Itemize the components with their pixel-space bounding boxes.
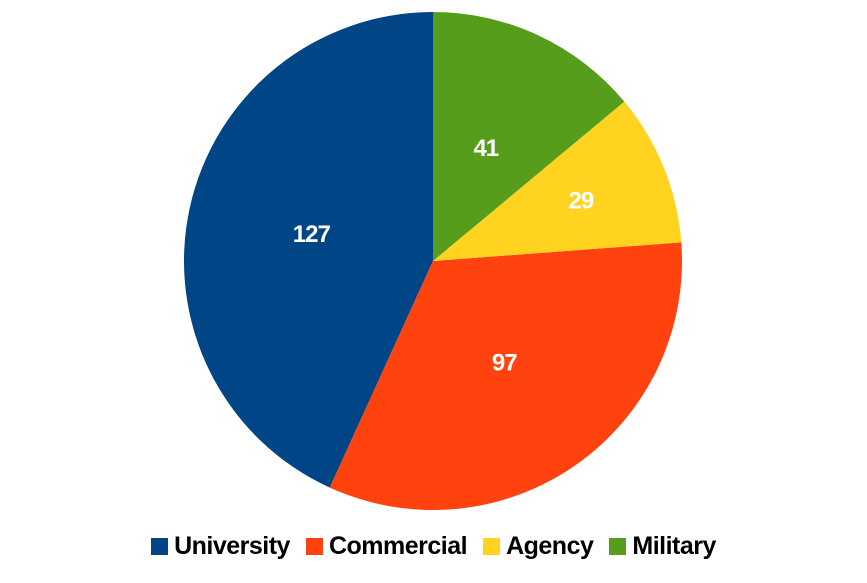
legend-item-agency: Agency (483, 531, 594, 561)
pie-slice-university (183, 12, 433, 488)
data-label-university: 127 (293, 221, 331, 248)
legend-swatch-university (151, 537, 169, 555)
data-label-commercial: 97 (492, 350, 517, 377)
legend-swatch-commercial (305, 537, 323, 555)
legend-swatch-agency (483, 537, 501, 555)
legend-swatch-military (609, 537, 627, 555)
data-labels-group: 127 97 29 41 (293, 135, 595, 377)
data-label-agency: 29 (568, 188, 593, 215)
legend-label-university: University (174, 531, 290, 560)
pie-slice-military (433, 12, 625, 261)
data-label-military: 41 (473, 135, 498, 162)
legend-item-military: Military (609, 532, 716, 561)
legend-label-commercial: Commercial (328, 531, 468, 560)
legend-item-university: University (151, 532, 290, 561)
pie-slice-agency (433, 101, 682, 261)
legend: University Commercial Agency Military (0, 528, 867, 564)
legend-label-agency: Agency (506, 531, 594, 560)
legend-item-commercial: Commercial (305, 531, 468, 561)
slices-group (183, 12, 682, 510)
legend-label-military: Military (632, 531, 716, 560)
pie-slice-commercial (329, 242, 682, 510)
